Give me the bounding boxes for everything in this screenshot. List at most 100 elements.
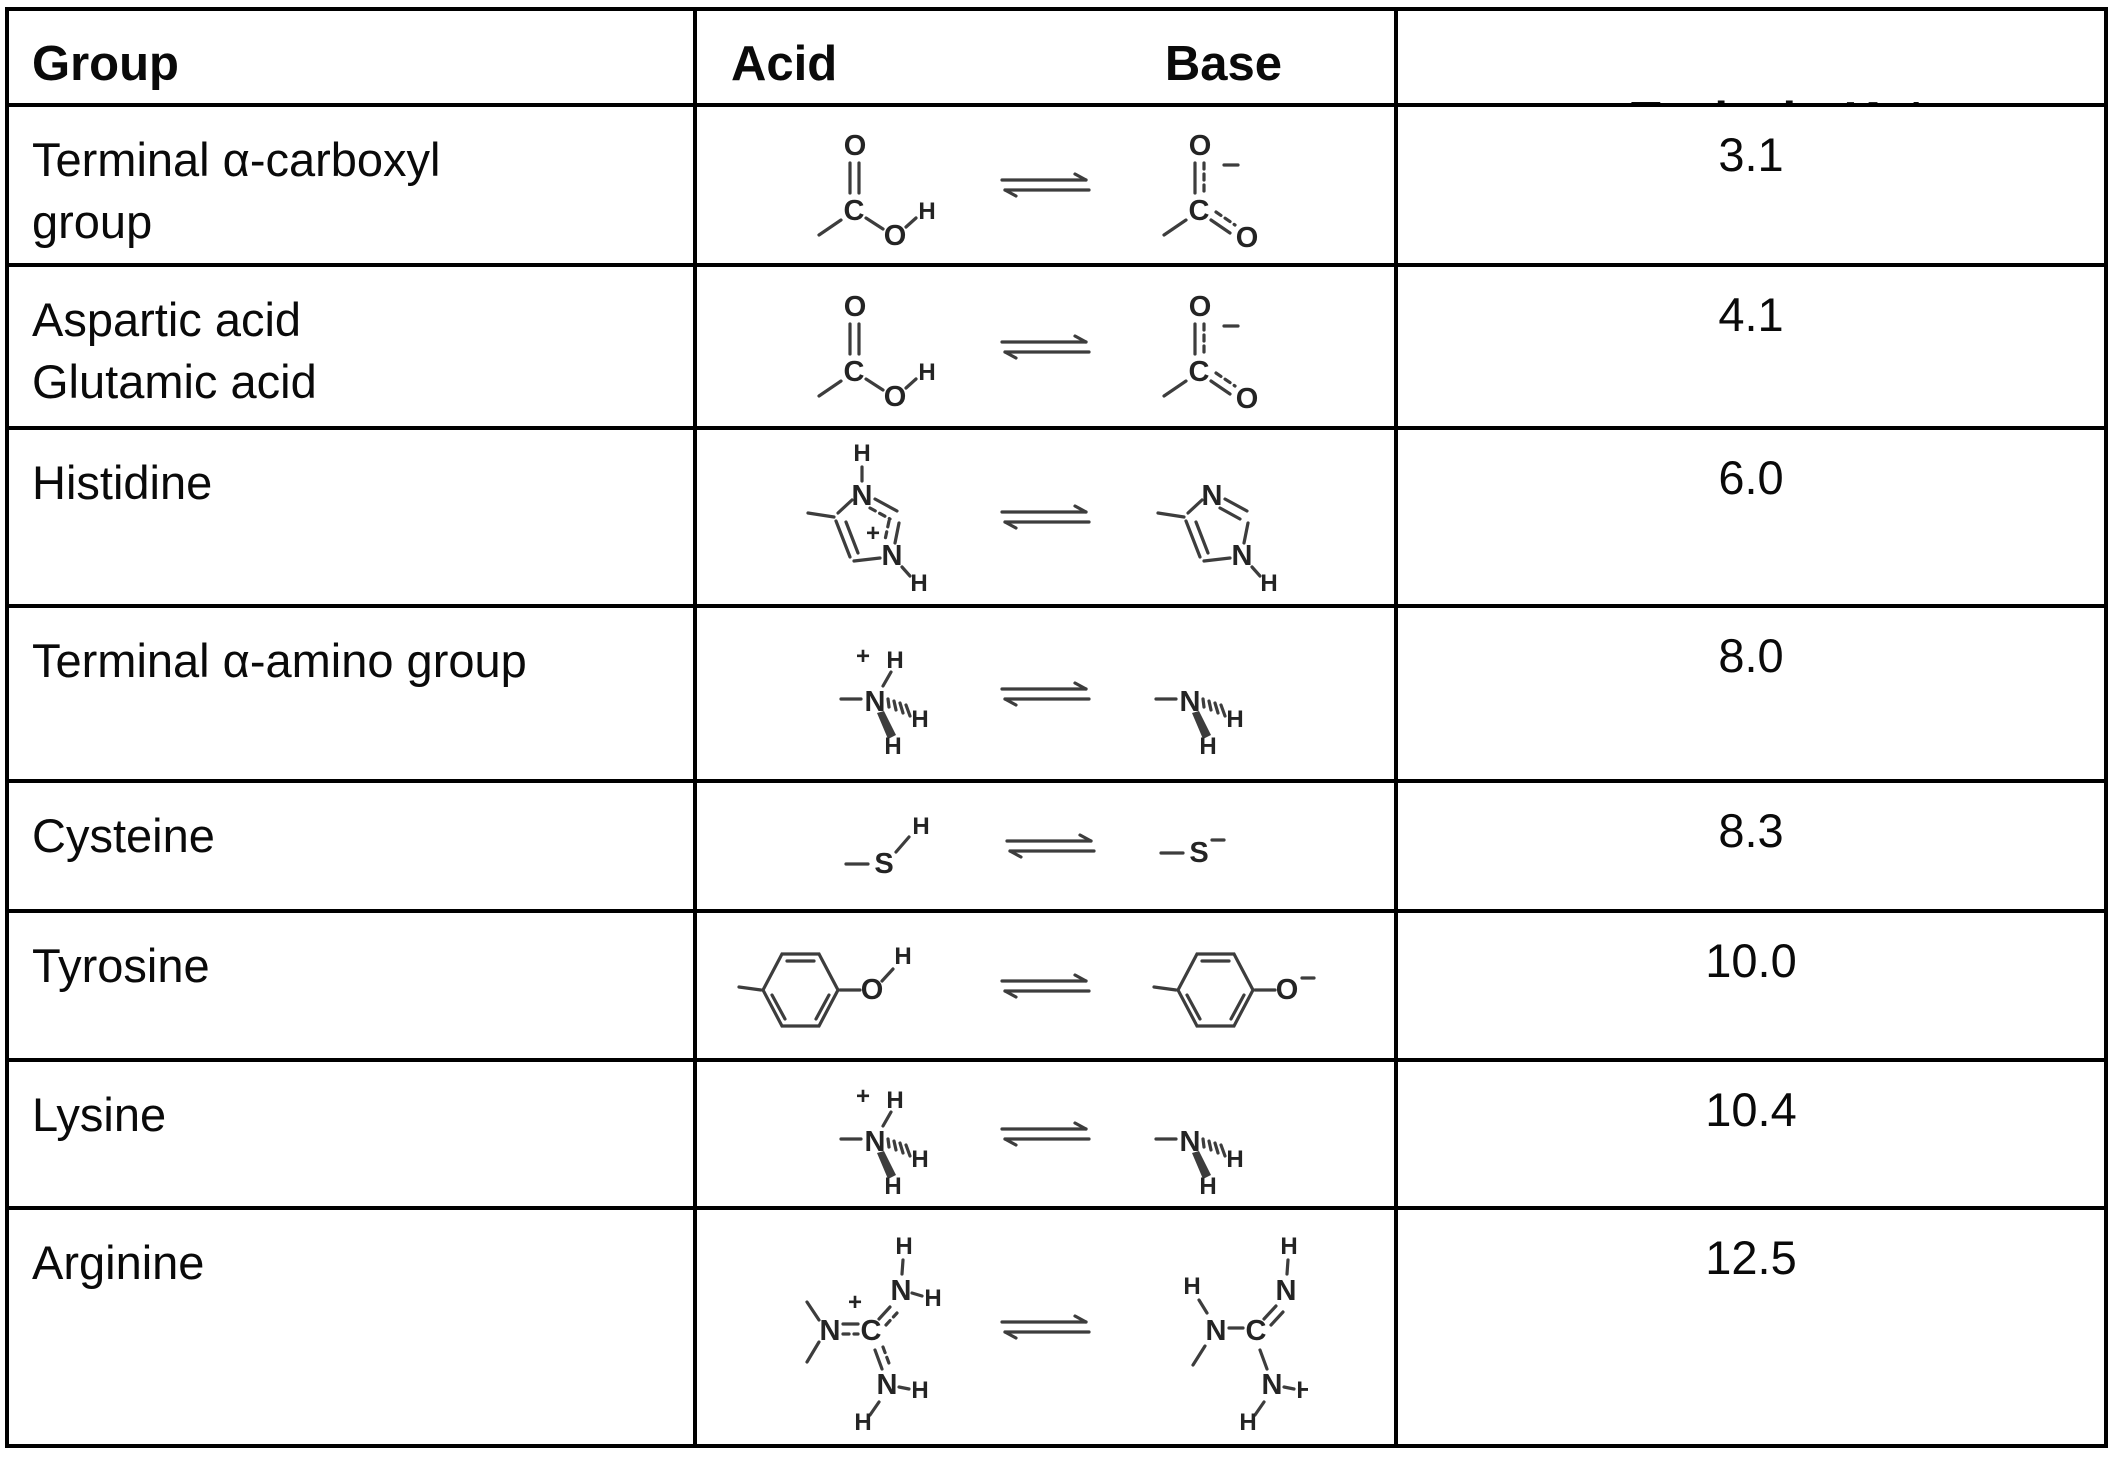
svg-text:H: H — [924, 1285, 941, 1312]
svg-text:N: N — [1180, 1126, 1201, 1158]
thiolate-base-structure: S — [1159, 837, 1226, 869]
group-cell: Arginine — [9, 1210, 697, 1444]
svg-text:C: C — [1246, 1315, 1267, 1347]
pka-cell: 10.0 — [1398, 913, 2104, 1062]
group-cell: Terminal α-amino group — [9, 608, 697, 783]
pka-header-k: K — [1840, 93, 1875, 103]
svg-text:N: N — [1180, 686, 1201, 718]
acid-header-label: Acid — [731, 37, 838, 91]
svg-text:O: O — [1276, 974, 1299, 1006]
svg-text:H: H — [910, 570, 927, 597]
svg-text:O: O — [844, 291, 867, 323]
svg-text:O: O — [1236, 383, 1259, 409]
pka-cell: 8.3 — [1398, 783, 2104, 913]
svg-text:H: H — [918, 198, 935, 225]
reaction-cell: N+CNHHNHHHNCNHNHH — [697, 1210, 1398, 1444]
svg-text:H: H — [1183, 1273, 1200, 1300]
svg-text:H: H — [853, 440, 870, 467]
carboxylate-base-structure: OCO — [1162, 130, 1259, 248]
group-cell: Tyrosine — [9, 913, 697, 1062]
svg-text:H: H — [894, 943, 911, 970]
reaction-cell: + H N H H N H H — [697, 1062, 1398, 1210]
equilibrium-arrow-icon — [1005, 833, 1096, 859]
svg-text:O: O — [1189, 291, 1212, 323]
equilibrium-arrow-icon — [1000, 504, 1091, 530]
pka-cell: 6.0 — [1398, 430, 2104, 608]
column-header-pka: Typical pKa * — [1398, 11, 2104, 107]
svg-text:H: H — [911, 706, 928, 733]
svg-text:S: S — [1189, 837, 1208, 869]
amine-base-structure: NHH — [1154, 686, 1244, 756]
svg-text:H: H — [911, 1146, 928, 1173]
svg-text:O: O — [861, 974, 884, 1006]
svg-text:O: O — [884, 220, 907, 248]
svg-text:H: H — [1226, 706, 1243, 733]
group-cell: Cysteine — [9, 783, 697, 913]
pka-header-asterisk: * — [1893, 93, 1925, 103]
svg-text:H: H — [1199, 1173, 1216, 1196]
group-cell: Lysine — [9, 1062, 697, 1210]
pka-cell: 12.5 — [1705, 1231, 1797, 1284]
svg-text:C: C — [1189, 195, 1210, 227]
imidazole-base-structure: NNH — [1156, 480, 1278, 597]
svg-text:C: C — [844, 195, 865, 227]
pka-cell: 8.0 — [1398, 608, 2104, 783]
pka-cell: 3.1 — [1398, 107, 2104, 267]
svg-text:H: H — [1296, 1377, 1308, 1404]
svg-text:H: H — [1260, 570, 1277, 597]
guanidine-base-structure: HNCNHNHH — [1183, 1233, 1308, 1432]
svg-text:C: C — [861, 1315, 882, 1347]
pka-cell: 10.4 — [1398, 1062, 2104, 1210]
svg-text:H: H — [918, 359, 935, 386]
svg-text:H: H — [911, 1377, 928, 1404]
equilibrium-arrow-icon — [1000, 972, 1091, 999]
phenol-acid-structure: OH — [737, 943, 912, 1028]
column-header-group: Group — [9, 11, 697, 107]
svg-text:+: + — [848, 1289, 862, 1316]
svg-text:N: N — [1206, 1315, 1227, 1347]
svg-text:O: O — [844, 130, 867, 162]
reaction-cell: H N N H + N N H — [697, 430, 1398, 608]
svg-text:N: N — [877, 1369, 898, 1401]
amine-base-structure: NHH — [1154, 1126, 1244, 1196]
equilibrium-arrow-icon — [1000, 1314, 1091, 1340]
svg-text:N: N — [852, 480, 873, 512]
svg-text:H: H — [912, 813, 929, 840]
pka-header-prefix: Typical p — [1631, 93, 1840, 103]
pka-cell: 4.1 — [1398, 267, 2104, 430]
svg-text:H: H — [884, 733, 901, 756]
svg-text:N: N — [891, 1275, 912, 1307]
svg-text:O: O — [1236, 222, 1259, 248]
reaction-cell: + H N H H N H H — [697, 608, 1398, 783]
svg-text:C: C — [844, 356, 865, 388]
group-cell: Histidine — [9, 430, 697, 608]
svg-text:H: H — [1199, 733, 1216, 756]
svg-text:+: + — [856, 643, 870, 670]
svg-text:H: H — [1239, 1409, 1256, 1432]
svg-text:+: + — [866, 520, 880, 547]
svg-text:H: H — [895, 1233, 912, 1260]
group-cell: Terminal α-carboxyl group — [9, 107, 697, 267]
svg-text:N: N — [820, 1315, 841, 1347]
svg-text:+: + — [856, 1083, 870, 1110]
svg-text:O: O — [1189, 130, 1212, 162]
svg-text:H: H — [1280, 1233, 1297, 1260]
svg-text:N: N — [1202, 480, 1223, 512]
phenolate-base-structure: O — [1152, 952, 1316, 1028]
equilibrium-arrow-icon — [1000, 172, 1091, 198]
column-header-acid-base: Acid Base — [697, 11, 1398, 107]
equilibrium-arrow-icon — [1000, 1121, 1091, 1147]
svg-text:N: N — [882, 540, 903, 572]
svg-text:H: H — [854, 1409, 871, 1432]
thiol-acid-structure: SH — [844, 813, 930, 880]
equilibrium-arrow-icon — [1000, 680, 1091, 707]
base-header-label: Base — [1164, 37, 1282, 91]
